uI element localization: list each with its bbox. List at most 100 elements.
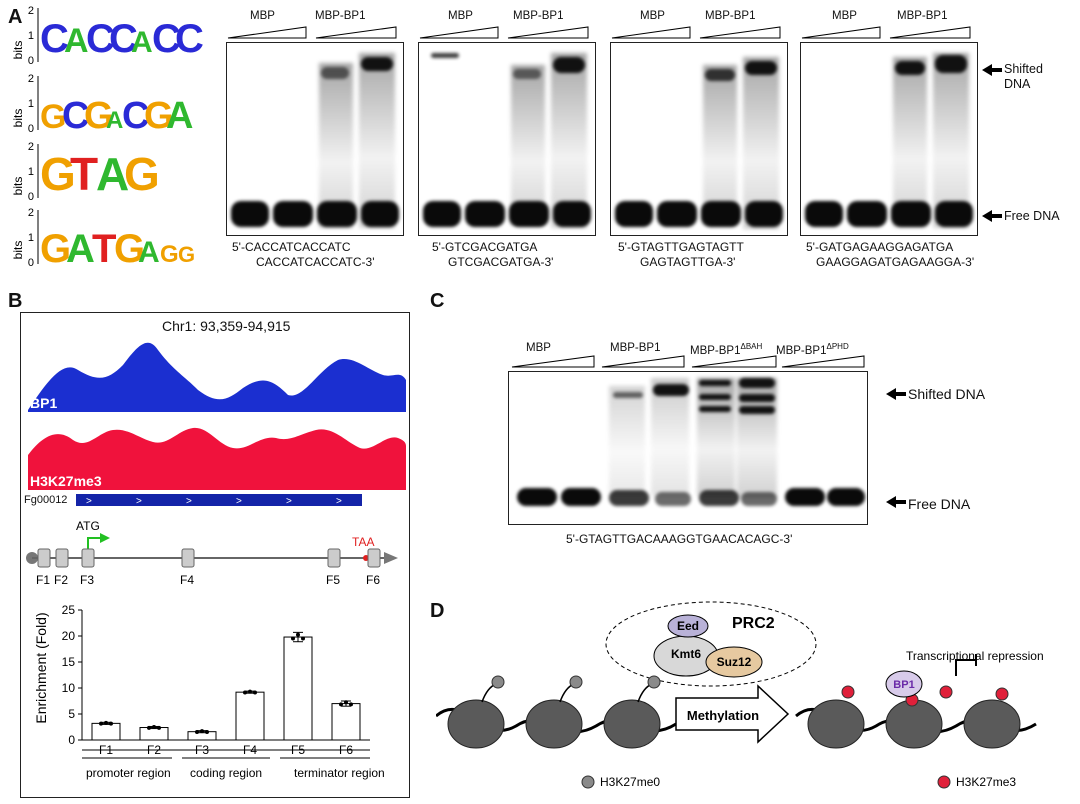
logo-tick: 0: [28, 257, 34, 269]
svg-text:>: >: [86, 496, 92, 507]
logo-tick: 1: [28, 30, 34, 42]
lane-label-mbp-bp1: MBP-BP1: [705, 10, 756, 22]
bar-f4: [235, 691, 265, 741]
svg-text:G: G: [40, 227, 71, 271]
logo-tick: 2: [28, 207, 34, 219]
legend-me0-icon: [581, 775, 595, 789]
data-point: [195, 729, 199, 734]
svg-text:>: >: [336, 496, 342, 507]
data-point: [349, 702, 353, 707]
data-point: [253, 690, 257, 695]
data-point: [147, 725, 151, 730]
logo-tick: 0: [28, 123, 34, 135]
gradient-wedges: [419, 26, 589, 39]
fragment-box-f2: [55, 548, 69, 568]
gel-2-seq-top: 5'-GTCGACGATGA: [432, 240, 538, 254]
lane-label-c-mbp: MBP: [526, 342, 551, 354]
data-point: [296, 632, 300, 637]
logo-2: bits 2 1 0 G C G A C G A: [11, 73, 193, 137]
h3k27me0-mark: [491, 675, 505, 689]
panel-d-letter: D: [430, 600, 445, 622]
region-label-terminator: terminator region: [294, 766, 385, 780]
svg-text:G: G: [124, 148, 160, 200]
sequence-logos: bits 2 1 0 C A C C A C C bits 2 1 0 G C …: [11, 5, 204, 271]
lane-label-c-bp1: MBP-BP1: [610, 342, 661, 354]
lane-label-mbp: MBP: [250, 10, 275, 22]
gel-4-seq-bottom: GAAGGAGATGAGAAGGA-3': [816, 255, 975, 269]
data-point: [109, 721, 113, 726]
logo-axis-label: bits: [11, 241, 25, 260]
shifted-label-line1: Shifted: [1004, 62, 1043, 76]
bar-f6: [331, 703, 361, 741]
bp1-track-label: BP1: [30, 395, 57, 411]
h3k27me3-mark: [841, 685, 855, 699]
logo-4: bits 2 1 0 G A T G A G G: [11, 207, 195, 271]
svg-text:G: G: [84, 95, 114, 137]
shifted-dna-label: Shifted DNA: [1004, 62, 1043, 92]
svg-text:>: >: [186, 496, 192, 507]
lane-label-mbp-bp1: MBP-BP1: [315, 10, 366, 22]
logo-tick: 0: [28, 191, 34, 203]
lane-label-mbp-bp1: MBP-BP1: [513, 10, 564, 22]
svg-text:A: A: [106, 107, 123, 134]
arrows-panel-a: [982, 64, 1002, 222]
methylation-label: Methylation: [687, 708, 759, 723]
gel-3-seq-top: 5'-GTAGTTGAGTAGTT: [618, 240, 744, 254]
svg-text:>: >: [136, 496, 142, 507]
emsa-gel-4: [800, 42, 978, 236]
logo-3: bits 2 1 0 G T A G: [11, 141, 160, 203]
legend-me0-label: H3K27me0: [600, 775, 660, 789]
bp1-reader-label: BP1: [893, 679, 914, 691]
fragment-label: F1: [36, 573, 50, 586]
data-point: [205, 729, 209, 734]
start-codon-label: ATG: [76, 519, 100, 533]
gradient-wedges-c: [511, 355, 865, 368]
y-tick-label: 0: [68, 733, 75, 747]
legend-me3-label: H3K27me3: [956, 775, 1016, 789]
start-codon-arrow-icon: [100, 533, 110, 543]
h3k27me3-track: [28, 427, 406, 490]
emsa-gel-1: [226, 42, 404, 236]
region-label-promoter: promoter region: [86, 766, 171, 780]
y-tick-label: 15: [62, 655, 76, 669]
legend-me3-icon: [937, 775, 951, 789]
data-point: [152, 725, 156, 729]
lane-label-c-dphd-sup: ΔPHD: [826, 342, 849, 351]
logo-tick: 1: [28, 232, 34, 244]
svg-text:C: C: [109, 17, 138, 61]
gel-1-seq-bottom: CACCATCACCATC-3': [256, 255, 375, 269]
chart-ylabel: Enrichment (Fold): [33, 612, 49, 723]
logo-axis-label: bits: [11, 109, 25, 128]
lane-label-mbp: MBP: [832, 10, 857, 22]
eed-label: Eed: [677, 619, 699, 633]
svg-text:G: G: [160, 241, 179, 268]
shifted-label-line2: DNA: [1004, 77, 1031, 91]
data-point: [301, 636, 305, 641]
free-dna-label: Free DNA: [1004, 209, 1060, 223]
y-tick-label: 25: [62, 603, 76, 617]
repression-symbol-icon: [955, 659, 976, 676]
shifted-dna-label-c: Shifted DNA: [908, 386, 986, 402]
data-point: [99, 721, 103, 726]
panel-c-letter: C: [430, 290, 445, 312]
svg-text:C: C: [86, 17, 115, 61]
lane-label-c-dbah-text: MBP-BP1: [690, 344, 741, 357]
bp1-track: [28, 342, 406, 412]
gel-2-seq-bottom: GTCGACGATGA-3': [448, 255, 554, 269]
suz12-subunit: [705, 646, 763, 678]
gene-model: > > > > > >: [76, 494, 362, 507]
gradient-wedges: [227, 26, 397, 39]
y-axis: 0 5 10 15 20 25: [62, 603, 370, 747]
free-arrow-icon: [886, 496, 906, 508]
genome-coords: Chr1: 93,359-94,915: [162, 318, 291, 334]
svg-text:G: G: [114, 227, 145, 271]
svg-text:A: A: [138, 236, 160, 269]
data-point: [104, 720, 108, 725]
y-tick-label: 20: [62, 629, 76, 643]
lane-label-c-dbah-sup: ΔBAH: [740, 342, 763, 351]
fragment-box-f4: [181, 548, 195, 568]
suz12-label: Suz12: [717, 655, 752, 669]
lane-label-mbp: MBP: [640, 10, 665, 22]
repression-label: Transcriptional repression: [906, 649, 1044, 663]
